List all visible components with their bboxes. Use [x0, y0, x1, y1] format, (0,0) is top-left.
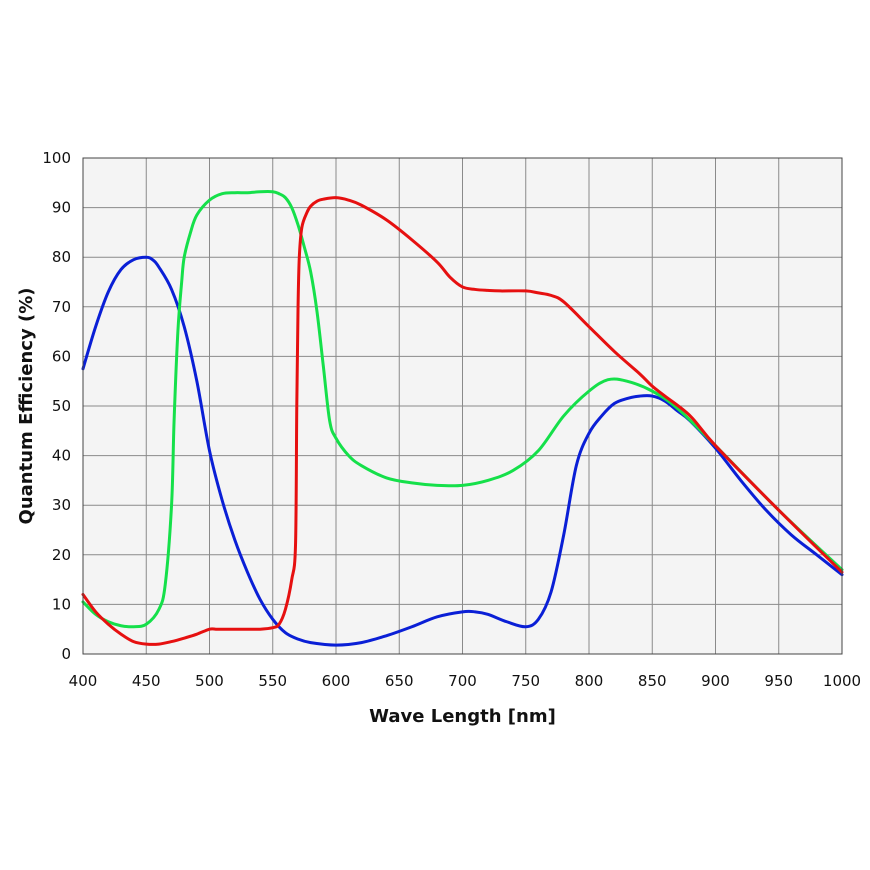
x-tick-label: 800 — [575, 672, 604, 690]
x-tick-label: 400 — [69, 672, 98, 690]
x-tick-label: 700 — [448, 672, 477, 690]
y-tick-label: 60 — [52, 347, 71, 365]
series-layer — [81, 190, 844, 647]
y-tick-label: 20 — [52, 546, 71, 564]
y-tick-label: 50 — [52, 397, 71, 415]
x-tick-label: 600 — [322, 672, 351, 690]
x-axis-title: Wave Length [nm] — [369, 706, 556, 727]
y-tick-label: 100 — [42, 149, 71, 167]
plot-border — [82, 157, 843, 655]
grid-lines — [82, 157, 843, 655]
series-line-2 — [81, 190, 844, 629]
x-tick-label: 550 — [258, 672, 287, 690]
y-tick-label: 0 — [61, 645, 71, 663]
y-tick-label: 10 — [52, 595, 71, 613]
y-tick-label: 30 — [52, 496, 71, 514]
y-tick-labels: 0 10 20 30 40 50 60 70 80 90 100 — [42, 149, 71, 663]
x-tick-label: 850 — [638, 672, 667, 690]
y-tick-label: 80 — [52, 248, 71, 266]
x-tick-label: 450 — [132, 672, 161, 690]
x-tick-label: 750 — [511, 672, 540, 690]
y-axis-title: Quantum Efficiency (%) — [16, 288, 37, 525]
x-tick-label: 900 — [701, 672, 730, 690]
x-tick-label: 650 — [385, 672, 414, 690]
x-tick-label: 950 — [764, 672, 793, 690]
x-tick-label: 1000 — [823, 672, 861, 690]
x-tick-label: 500 — [195, 672, 224, 690]
series-line-1 — [81, 255, 844, 647]
x-tick-labels: 400 450 500 550 600 650 700 750 800 850 900 950 1000 — [69, 672, 861, 690]
y-tick-label: 70 — [52, 298, 71, 316]
series-line-3 — [81, 196, 844, 646]
y-tick-label: 90 — [52, 199, 71, 217]
y-tick-label: 40 — [52, 447, 71, 465]
